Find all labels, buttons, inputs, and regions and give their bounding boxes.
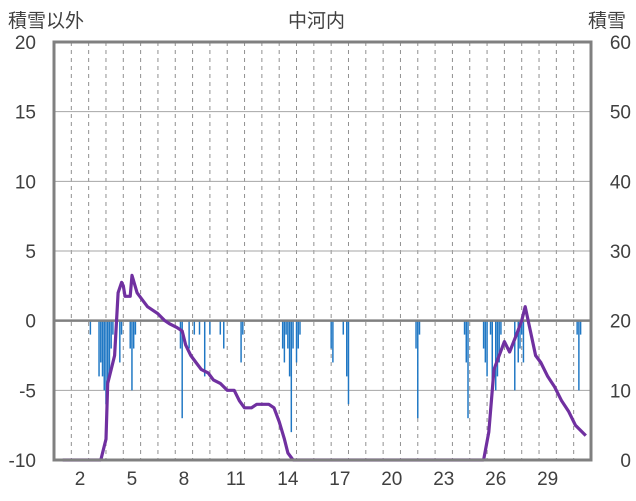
bar	[498, 320, 500, 363]
bar	[517, 320, 519, 363]
bar	[292, 320, 294, 349]
bar	[120, 320, 123, 335]
bar	[522, 320, 525, 363]
bar	[491, 320, 493, 391]
bar	[193, 320, 196, 335]
bar	[576, 320, 578, 335]
bar	[287, 320, 289, 349]
left-tick-label: 15	[15, 103, 36, 124]
bar	[346, 320, 348, 377]
bar	[188, 320, 190, 349]
bar	[98, 320, 100, 377]
left-axis-title: 積雪以外	[8, 11, 85, 32]
bar	[514, 320, 516, 391]
bar	[285, 320, 287, 335]
bar	[179, 320, 182, 349]
left-tick-label: -10	[9, 451, 36, 472]
right-tick-label: 60	[610, 33, 631, 54]
bar	[486, 320, 488, 377]
bar	[297, 320, 299, 349]
bar	[106, 320, 109, 391]
bar	[578, 320, 580, 391]
bar	[108, 320, 111, 377]
left-tick-label: 10	[15, 172, 36, 193]
x-tick-label: 5	[127, 469, 138, 490]
bar	[519, 320, 521, 349]
bar	[330, 320, 332, 349]
right-tick-label: 0	[620, 451, 631, 472]
bar	[105, 320, 107, 405]
bar	[181, 320, 183, 419]
right-tick-label: 10	[610, 381, 631, 402]
bar	[198, 320, 201, 335]
bar	[295, 320, 298, 363]
bar	[119, 320, 121, 363]
bar	[342, 320, 345, 335]
bar	[281, 320, 284, 349]
bar	[112, 320, 114, 335]
bar	[110, 320, 112, 349]
x-tick-label: 8	[179, 469, 190, 490]
x-tick-label: 11	[226, 469, 246, 490]
bar	[418, 320, 421, 335]
x-tick-label: 29	[537, 469, 558, 490]
right-tick-label: 50	[610, 103, 631, 124]
bar	[494, 320, 497, 391]
x-tick-label: 23	[433, 469, 454, 490]
bar	[347, 320, 350, 405]
bar	[89, 320, 92, 335]
bar	[520, 320, 523, 335]
snow-depth-line	[62, 273, 587, 462]
bar	[223, 320, 225, 349]
x-tick-label: 2	[75, 469, 86, 490]
bar	[101, 320, 104, 377]
x-tick-label: 26	[485, 469, 506, 490]
bar	[299, 320, 301, 335]
bar	[484, 320, 487, 363]
bar	[129, 320, 131, 349]
left-tick-label: 5	[25, 242, 36, 263]
right-tick-label: 20	[610, 312, 631, 333]
left-tick-label: 0	[25, 312, 36, 333]
right-tick-label: 30	[610, 242, 631, 263]
bar	[415, 320, 417, 349]
chart-title: 中河内	[288, 11, 346, 32]
bar	[203, 320, 206, 377]
bar	[467, 320, 469, 419]
bar	[100, 320, 102, 363]
bar	[219, 320, 222, 335]
bar	[482, 320, 485, 349]
bar	[332, 320, 334, 363]
bar	[496, 320, 499, 377]
x-tick-label: 17	[329, 469, 350, 490]
bar	[103, 320, 105, 391]
right-tick-label: 40	[610, 172, 631, 193]
bar	[131, 320, 133, 391]
bar	[209, 320, 211, 335]
bar	[240, 320, 242, 363]
bar	[242, 320, 244, 335]
right-axis-title: 積雪	[588, 11, 627, 32]
x-tick-label: 20	[381, 469, 402, 490]
left-tick-label: -5	[19, 381, 36, 402]
bar	[500, 320, 502, 335]
x-tick-label: 14	[277, 469, 299, 490]
bar	[283, 320, 286, 363]
bar	[290, 320, 293, 433]
bar	[465, 320, 468, 363]
bar	[132, 320, 135, 349]
bar	[417, 320, 419, 419]
bar	[489, 320, 492, 335]
bar	[463, 320, 466, 335]
plot-frame	[52, 40, 593, 462]
left-tick-label: 20	[15, 33, 36, 54]
bar	[288, 320, 291, 377]
bar	[579, 320, 582, 335]
bar	[134, 320, 137, 335]
